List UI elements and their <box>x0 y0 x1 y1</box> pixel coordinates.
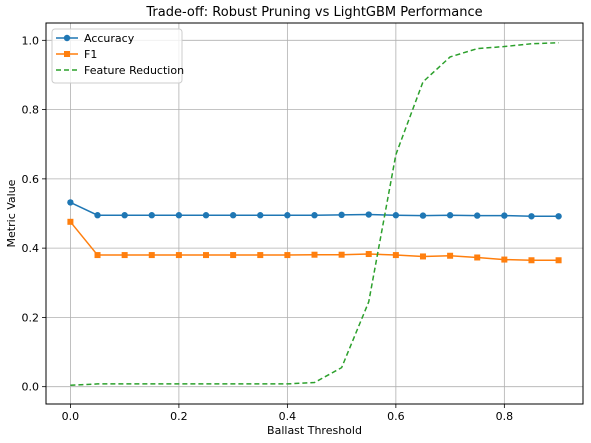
data-point <box>229 212 237 219</box>
data-point <box>175 252 182 259</box>
x-tick-label: 0.6 <box>387 410 405 423</box>
y-tick-label: 0.6 <box>22 173 40 186</box>
x-tick-label: 0.2 <box>170 410 188 423</box>
data-point <box>474 254 481 261</box>
y-tick-label: 0.2 <box>22 311 40 324</box>
y-axis-ticks: 0.0 0.2 0.4 0.6 0.8 1.0 <box>22 34 46 394</box>
data-point <box>419 253 426 260</box>
data-point <box>338 251 345 258</box>
legend-box <box>51 28 183 84</box>
data-point <box>555 257 562 264</box>
data-point <box>148 252 155 259</box>
data-point <box>392 212 400 219</box>
data-point <box>447 252 454 259</box>
legend-label: Feature Reduction <box>84 64 184 77</box>
data-point <box>94 212 101 219</box>
data-point <box>202 212 210 219</box>
data-point <box>121 252 128 259</box>
data-point <box>257 252 264 259</box>
data-point <box>67 218 74 225</box>
data-point <box>175 212 183 219</box>
y-tick-label: 1.0 <box>22 34 40 47</box>
data-point <box>203 252 210 259</box>
series-accuracy <box>67 199 562 220</box>
data-point <box>392 252 399 259</box>
data-point <box>555 213 562 220</box>
data-point <box>419 212 427 219</box>
data-point <box>257 212 264 219</box>
y-axis-label: Metric Value <box>5 179 18 247</box>
data-point <box>446 212 454 219</box>
legend-label: Accuracy <box>84 32 135 45</box>
plot-frame <box>45 22 584 405</box>
data-point <box>148 212 155 219</box>
series-f1 <box>67 218 562 264</box>
data-point <box>284 252 291 259</box>
data-point <box>284 212 291 219</box>
x-tick-label: 0.0 <box>62 410 80 423</box>
data-point <box>501 256 508 263</box>
data-point <box>338 211 345 219</box>
data-point <box>67 199 74 206</box>
data-point <box>365 251 372 258</box>
series-layer <box>67 41 562 387</box>
x-tick-label: 0.8 <box>496 410 514 423</box>
series-line <box>70 41 559 387</box>
legend-marker <box>64 51 70 57</box>
data-point <box>311 251 318 258</box>
data-point <box>230 252 237 259</box>
data-point <box>94 252 101 259</box>
x-axis-ticks: 0.0 0.2 0.4 0.6 0.8 <box>62 404 513 423</box>
data-point <box>121 212 128 219</box>
x-axis-label: Ballast Threshold <box>267 424 362 437</box>
chart-title: Trade-off: Robust Pruning vs LightGBM Pe… <box>145 5 482 20</box>
x-tick-label: 0.4 <box>279 410 297 423</box>
data-point <box>474 212 481 219</box>
y-tick-label: 0.8 <box>22 104 40 117</box>
legend-label: F1 <box>84 48 97 61</box>
y-tick-label: 0.0 <box>22 381 40 394</box>
data-point <box>528 213 535 220</box>
data-point <box>501 212 508 219</box>
legend-marker <box>63 34 71 42</box>
data-point <box>528 257 535 264</box>
legend: Accuracy F1 Feature Reduction <box>51 28 184 84</box>
data-point <box>311 212 318 219</box>
data-point <box>365 211 372 218</box>
series-feature-reduction <box>70 41 559 387</box>
y-tick-label: 0.4 <box>22 242 40 255</box>
